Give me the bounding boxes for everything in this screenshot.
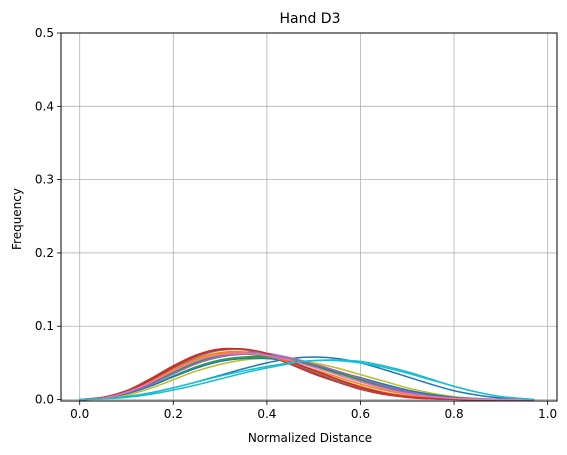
ticks: 0.0 0.2 0.4 0.6 0.8 1.0 0.0 0.1 0.2 0.3 0.4 0.5: [35, 26, 557, 421]
x-tick-label: 0.0: [70, 407, 89, 421]
series-line-16: [78, 352, 535, 401]
x-tick-label: 0.8: [445, 407, 464, 421]
y-axis-label: Frequency: [10, 188, 24, 250]
chart-title: Hand D3: [279, 11, 340, 27]
series-line-17: [78, 359, 535, 401]
series-layer: [78, 347, 535, 401]
x-axis-label: Normalized Distance: [248, 431, 372, 445]
y-tick-label: 0.0: [35, 393, 54, 407]
axes-frame: [60, 32, 558, 402]
y-tick-label: 0.4: [35, 99, 54, 113]
grid: [61, 32, 557, 401]
plot-area: [61, 33, 557, 401]
x-tick-label: 0.4: [257, 407, 276, 421]
y-tick-label: 0.5: [35, 26, 54, 40]
x-tick-label: 0.6: [351, 407, 370, 421]
y-tick-label: 0.2: [35, 246, 54, 260]
x-tick-label: 0.2: [164, 407, 183, 421]
y-tick-label: 0.3: [35, 173, 54, 187]
x-tick-label: 1.0: [538, 407, 557, 421]
y-tick-label: 0.1: [35, 319, 54, 333]
